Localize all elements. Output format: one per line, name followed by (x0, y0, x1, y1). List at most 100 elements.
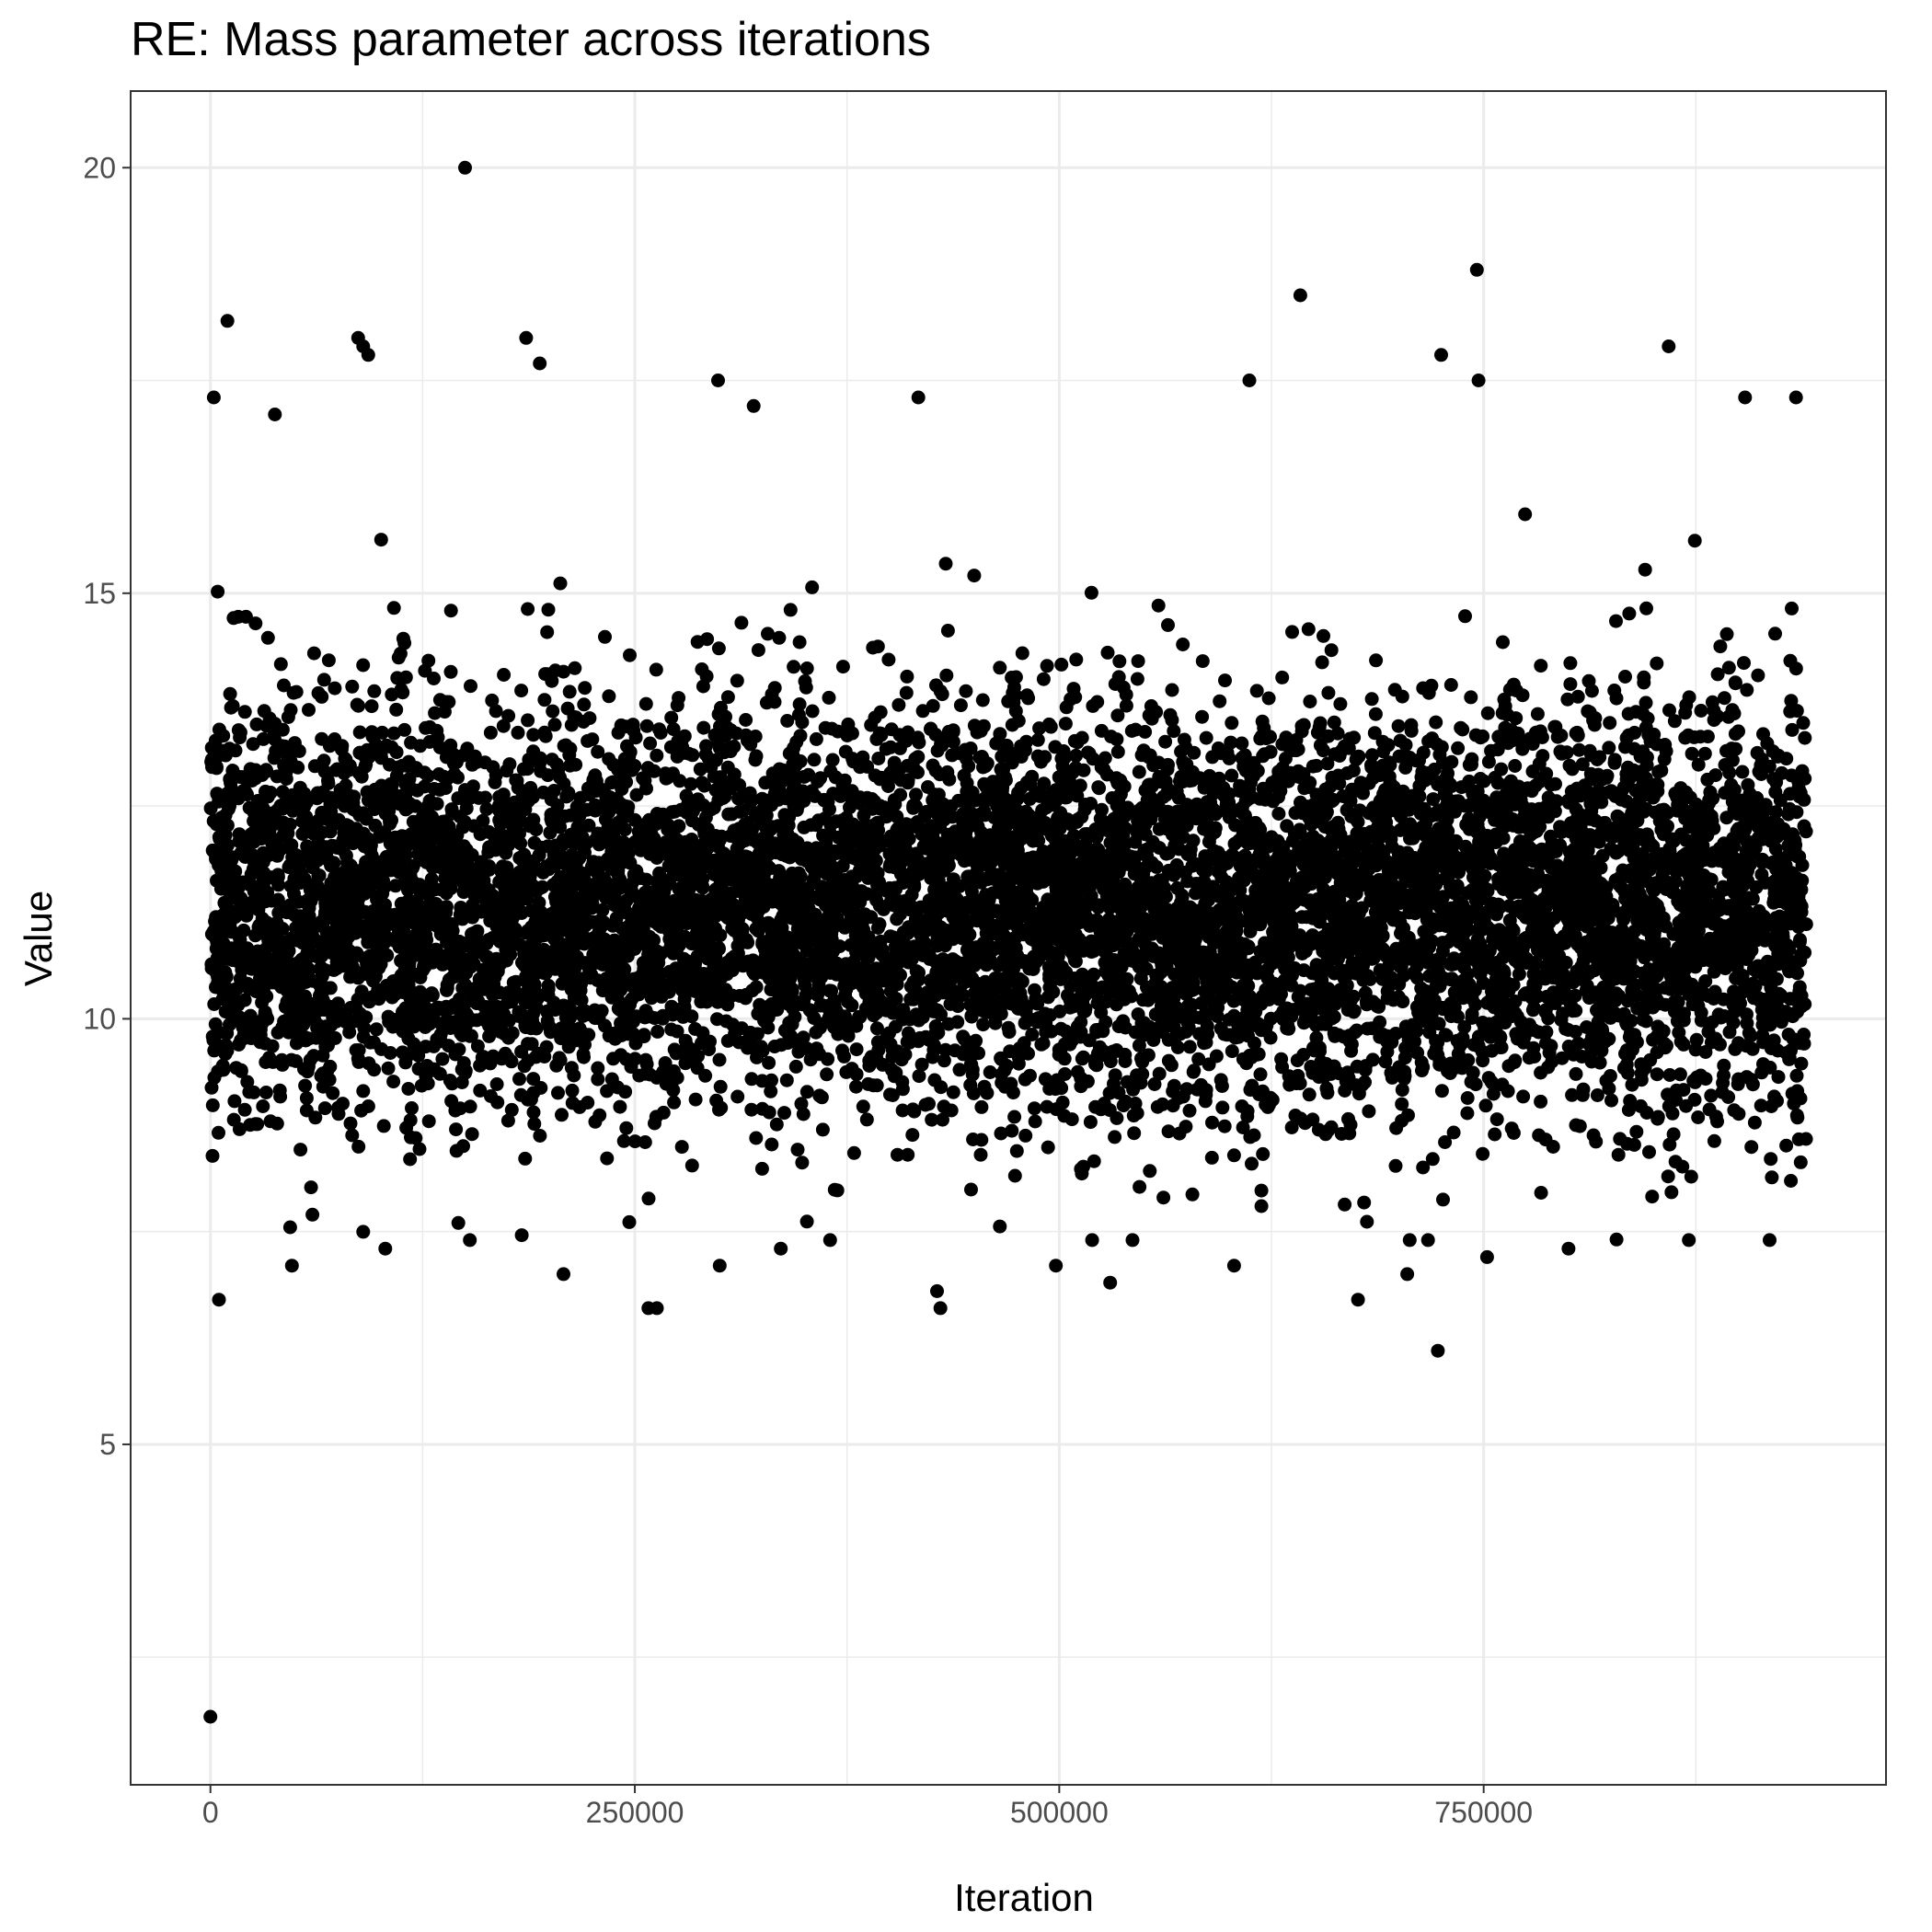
scatter-point (1561, 793, 1575, 808)
scatter-point (1006, 685, 1020, 700)
scatter-point (1584, 684, 1599, 698)
scatter-point (792, 697, 807, 711)
scatter-point (1697, 746, 1712, 761)
scatter-point (1213, 694, 1227, 708)
scatter-point (1480, 706, 1495, 720)
scatter-point (1280, 1021, 1294, 1036)
scatter-point (1225, 768, 1239, 783)
scatter-point (1508, 759, 1523, 773)
points-layer (203, 160, 1813, 1724)
scatter-point (1553, 820, 1568, 834)
scatter-point (1376, 846, 1390, 861)
scatter-point (541, 603, 556, 617)
scatter-point (805, 580, 820, 594)
scatter-point (911, 750, 926, 765)
scatter-point (1095, 802, 1109, 817)
scatter-point (899, 733, 914, 748)
scatter-point (1781, 807, 1796, 822)
scatter-point (1151, 598, 1166, 613)
scatter-point (369, 1022, 384, 1037)
scatter-point (484, 1089, 498, 1103)
scatter-point (226, 611, 241, 626)
scatter-point (1075, 1052, 1089, 1066)
scatter-point (1708, 768, 1723, 783)
scatter-point (512, 1072, 526, 1087)
scatter-point (514, 684, 529, 698)
scatter-point (412, 1142, 427, 1156)
scatter-point (1451, 741, 1466, 755)
scatter-point (600, 1151, 615, 1166)
scatter-point (1087, 1154, 1101, 1168)
scatter-point (1639, 696, 1653, 710)
scatter-point (304, 1180, 318, 1195)
scatter-point (1798, 730, 1812, 745)
scatter-point (1158, 734, 1173, 749)
scatter-point (695, 776, 709, 790)
scatter-point (451, 1215, 466, 1230)
scatter-point (1667, 714, 1682, 729)
scatter-point (1204, 1150, 1219, 1165)
scatter-point (1620, 1065, 1635, 1080)
scatter-point (381, 1061, 396, 1075)
scatter-point (463, 1233, 477, 1248)
scatter-point (870, 639, 885, 654)
scatter-point (713, 1079, 728, 1094)
scatter-point (212, 1125, 225, 1140)
scatter-point (1058, 717, 1073, 731)
scatter-point (1476, 1016, 1490, 1029)
scatter-point (1563, 656, 1578, 671)
scatter-point (869, 1078, 884, 1093)
scatter-point (859, 1112, 874, 1127)
scatter-point (273, 657, 288, 672)
scatter-point (1350, 1059, 1364, 1074)
scatter-point (1338, 1197, 1352, 1212)
scatter-point (1446, 1125, 1461, 1140)
scatter-point (1516, 1089, 1531, 1104)
scatter-point (895, 1103, 910, 1118)
scatter-point (1066, 682, 1081, 696)
scatter-point (849, 1079, 863, 1094)
scatter-point (223, 686, 237, 701)
scatter-point (421, 1114, 436, 1129)
scatter-point (769, 1117, 784, 1132)
scatter-point (526, 728, 541, 742)
scatter-point (205, 1148, 220, 1163)
scatter-point (976, 1018, 991, 1032)
scatter-point (730, 673, 744, 688)
scatter-point (664, 710, 679, 725)
scatter-point (1486, 1087, 1501, 1101)
scatter-point (1369, 653, 1384, 668)
scatter-point (1725, 753, 1740, 767)
scatter-point (1609, 1232, 1624, 1247)
scatter-point (764, 1084, 778, 1098)
scatter-point (216, 729, 231, 743)
scatter-point (964, 1182, 978, 1197)
scatter-point (650, 748, 664, 763)
scatter-point (1477, 774, 1491, 788)
scatter-point (465, 1127, 479, 1142)
scatter-point (1333, 696, 1348, 711)
scatter-point (386, 601, 401, 615)
scatter-point (1089, 1025, 1104, 1040)
scatter-point (1675, 1159, 1690, 1174)
scatter-point (898, 1047, 913, 1062)
scatter-point (1609, 614, 1623, 628)
scatter-point (345, 679, 360, 694)
scatter-point (744, 1072, 759, 1087)
scatter-point (1704, 1088, 1719, 1103)
scatter-point (1645, 1190, 1660, 1204)
scatter-point (1245, 1156, 1259, 1171)
scatter-point (1009, 1144, 1024, 1158)
scatter-point (869, 1021, 884, 1036)
scatter-point (822, 690, 836, 705)
scatter-point (1515, 688, 1530, 703)
scatter-point (1152, 1066, 1167, 1081)
scatter-point (1539, 1025, 1554, 1040)
scatter-point (1768, 805, 1783, 820)
scatter-point (795, 1156, 810, 1170)
scatter-point (1476, 1146, 1490, 1161)
scatter-point (1368, 707, 1383, 721)
scatter-point (1464, 690, 1478, 705)
scatter-point (650, 1024, 665, 1039)
scatter-point (215, 1058, 230, 1073)
